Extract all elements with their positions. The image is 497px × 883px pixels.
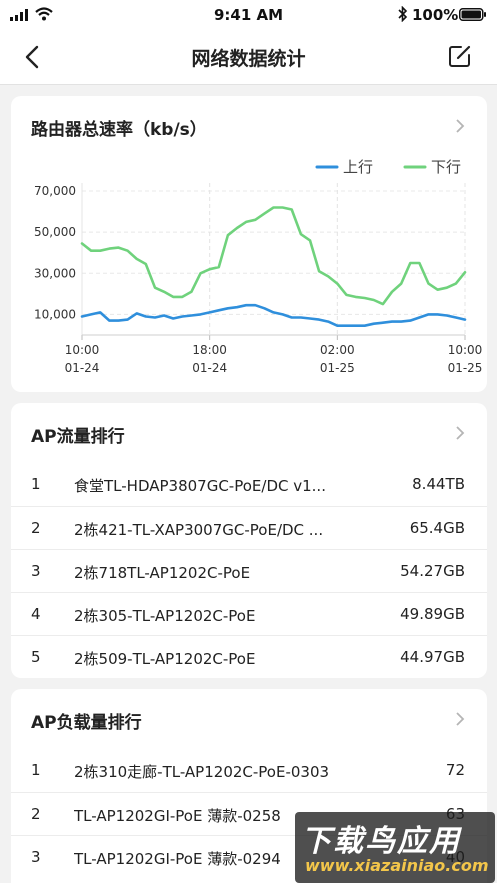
watermark-main: 下载鸟应用 <box>301 824 461 859</box>
list-item[interactable]: 1 食堂TL-HDAP3807GC-PoE/DC v1... 8.44TB <box>11 463 487 506</box>
traffic-value: 49.89GB <box>400 605 465 623</box>
y-axis-ticks: 70,000 50,000 30,000 10,000 <box>34 184 76 321</box>
speed-line-chart: 70,000 50,000 30,000 10,000 10:00 01-24 18:00… <box>34 158 483 375</box>
ap-load-title: AP负载量排行 <box>31 713 142 733</box>
list-item[interactable]: 5 2栋509-TL-AP1202C-PoE 44.97GB <box>11 635 487 678</box>
list-item[interactable]: 1 2栋310走廊-TL-AP1202C-PoE-0303 72 <box>11 749 487 792</box>
ap-name: 2栋718TL-AP1202C-PoE <box>74 564 251 582</box>
rank-number: 3 <box>31 562 41 580</box>
y-tick-label: 30,000 <box>34 266 76 280</box>
edit-icon[interactable] <box>448 44 472 68</box>
traffic-value: 54.27GB <box>400 562 465 580</box>
traffic-value: 65.4GB <box>409 519 465 537</box>
rank-number: 2 <box>31 805 41 823</box>
status-time: 9:41 AM <box>213 6 284 24</box>
ap-traffic-title: AP流量排行 <box>31 427 125 447</box>
rank-number: 1 <box>31 475 41 493</box>
series-line-download <box>80 206 467 306</box>
rank-number: 3 <box>31 848 41 866</box>
rank-number: 4 <box>31 605 41 623</box>
x-tick-time: 18:00 <box>192 343 227 357</box>
nav-bar: 网络数据统计 <box>0 30 497 85</box>
cellular-signal-icon <box>10 9 28 21</box>
x-tick-date: 01-24 <box>192 361 227 375</box>
y-tick-label: 10,000 <box>34 307 76 321</box>
series-line-upload <box>80 303 467 327</box>
x-tick-time: 10:00 <box>65 343 100 357</box>
traffic-value: 8.44TB <box>412 475 465 493</box>
list-item[interactable]: 2 2栋421-TL-XAP3007GC-PoE/DC ... 65.4GB <box>11 506 487 549</box>
chart-series <box>80 206 467 327</box>
battery-percent: 100% <box>412 6 459 24</box>
legend-label: 上行 <box>343 158 373 176</box>
x-tick-date: 01-25 <box>320 361 355 375</box>
rank-number: 2 <box>31 519 41 537</box>
y-tick-label: 70,000 <box>34 184 76 198</box>
watermark: 下载鸟应用 www.xiazainiao.com <box>295 812 495 883</box>
traffic-value: 44.97GB <box>400 648 465 666</box>
speed-card-title: 路由器总速率（kb/s） <box>31 120 207 140</box>
chart-legend: 上行 下行 <box>315 158 461 176</box>
chevron-right-icon[interactable] <box>454 711 466 727</box>
load-value: 72 <box>445 761 465 779</box>
ap-name: 2栋310走廊-TL-AP1202C-PoE-0303 <box>74 763 330 781</box>
status-bar: 9:41 AM 100% <box>0 0 497 30</box>
y-tick-label: 50,000 <box>34 225 76 239</box>
watermark-sub: www.xiazainiao.com <box>305 856 489 875</box>
battery-icon <box>459 8 486 21</box>
ap-traffic-list: 1 食堂TL-HDAP3807GC-PoE/DC v1... 8.44TB 2 … <box>11 463 487 678</box>
legend-label: 下行 <box>431 158 461 176</box>
chart-grid <box>81 183 466 340</box>
bluetooth-icon <box>398 6 408 22</box>
x-axis-ticks: 10:00 01-24 18:00 01-24 02:00 01-25 10:00 01-25 <box>65 343 483 375</box>
x-tick-time: 10:00 <box>448 343 483 357</box>
list-item[interactable]: 4 2栋305-TL-AP1202C-PoE 49.89GB <box>11 592 487 635</box>
ap-name: 2栋509-TL-AP1202C-PoE <box>74 650 256 668</box>
page-title: 网络数据统计 <box>191 48 306 70</box>
back-arrow-icon[interactable] <box>20 44 46 70</box>
rank-number: 1 <box>31 761 41 779</box>
ap-name: 2栋305-TL-AP1202C-PoE <box>74 607 256 625</box>
x-tick-date: 01-24 <box>65 361 100 375</box>
x-tick-time: 02:00 <box>320 343 355 357</box>
router-speed-card[interactable]: 路由器总速率（kb/s） 70,000 50,000 30,000 10,000 10… <box>11 96 487 392</box>
chevron-right-icon[interactable] <box>454 425 466 441</box>
wifi-icon <box>35 7 53 21</box>
ap-name: 食堂TL-HDAP3807GC-PoE/DC v1... <box>74 477 326 495</box>
ap-traffic-card[interactable]: AP流量排行 1 食堂TL-HDAP3807GC-PoE/DC v1... 8.… <box>11 403 487 678</box>
rank-number: 5 <box>31 648 41 666</box>
x-tick-date: 01-25 <box>448 361 483 375</box>
list-item[interactable]: 3 2栋718TL-AP1202C-PoE 54.27GB <box>11 549 487 592</box>
ap-name: 2栋421-TL-XAP3007GC-PoE/DC ... <box>74 521 324 539</box>
chevron-right-icon[interactable] <box>454 118 466 134</box>
